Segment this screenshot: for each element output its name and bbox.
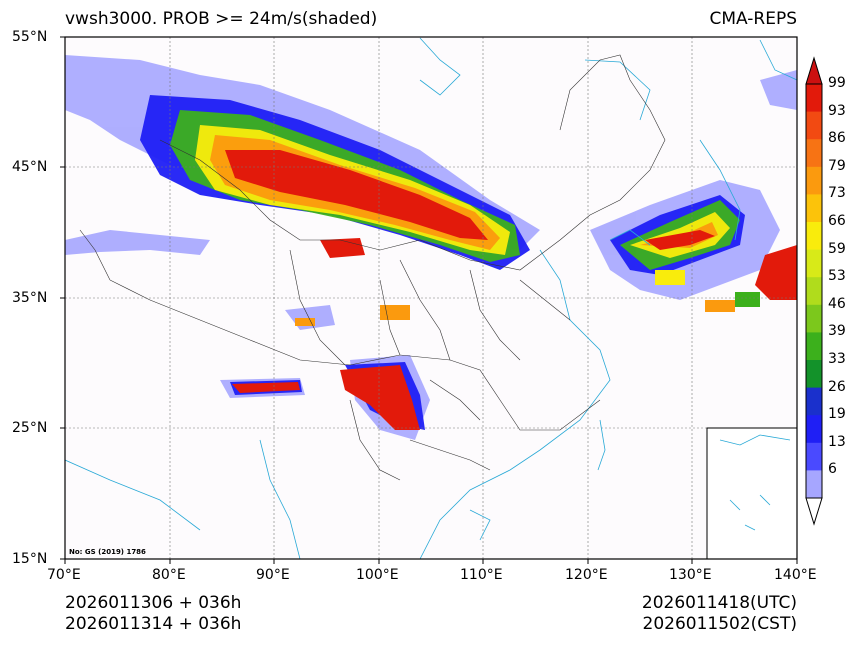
lon-label-90e: 90°E bbox=[256, 567, 290, 583]
colorbar-segment bbox=[806, 277, 822, 306]
lat-label-35n: 35°N bbox=[12, 290, 48, 306]
colorbar-segment bbox=[806, 84, 822, 113]
model-name: CMA-REPS bbox=[709, 9, 797, 29]
colorbar-segment bbox=[806, 415, 822, 444]
colorbar-label: 46 bbox=[828, 295, 846, 312]
probability-shading bbox=[65, 55, 797, 440]
colorbar-segment bbox=[806, 360, 822, 389]
colorbar-label: 79 bbox=[828, 157, 846, 174]
south-china-sea-inset bbox=[706, 427, 797, 559]
lon-label-80e: 80°E bbox=[152, 567, 186, 583]
colorbar-segment bbox=[806, 222, 822, 251]
colorbar-label: 26 bbox=[828, 378, 846, 395]
colorbar-label: 53 bbox=[828, 268, 846, 285]
colorbar-segment bbox=[806, 111, 822, 140]
colorbar-segment bbox=[806, 332, 822, 361]
colorbar-segment bbox=[806, 442, 822, 471]
colorbar-label: 93 bbox=[828, 102, 846, 119]
colorbar-segment bbox=[806, 387, 822, 416]
lon-label-110e: 110°E bbox=[460, 567, 503, 583]
borders bbox=[79, 54, 666, 481]
colorbar-label: 99 bbox=[828, 75, 846, 91]
lat-label-25n: 25°N bbox=[12, 420, 48, 436]
colorbar-label: 66 bbox=[828, 213, 846, 229]
colorbar-segment bbox=[806, 166, 822, 195]
lat-label-55n: 55°N bbox=[12, 29, 48, 45]
colorbar-label: 13 bbox=[828, 433, 846, 450]
colorbar-segment bbox=[806, 304, 822, 333]
axis-ticks bbox=[60, 36, 798, 564]
init-time-cst: 2026011314 + 036h bbox=[65, 614, 242, 634]
colorbar-label: 39 bbox=[828, 323, 846, 340]
colorbar-segment bbox=[806, 194, 822, 223]
lon-label-100e: 100°E bbox=[356, 567, 399, 583]
colorbar-label: 19 bbox=[828, 406, 846, 423]
lat-label-15n: 15°N bbox=[12, 551, 48, 567]
lat-label-45n: 45°N bbox=[12, 159, 48, 175]
colorbar-label: 33 bbox=[828, 351, 846, 367]
lon-label-130e: 130°E bbox=[669, 567, 712, 583]
valid-time-cst: 2026011502(CST) bbox=[642, 614, 797, 634]
colorbar-label: 86 bbox=[828, 130, 846, 147]
colorbar-bottom-arrow bbox=[805, 497, 823, 526]
colorbar-segment bbox=[806, 139, 822, 168]
colorbar-segment bbox=[806, 249, 822, 278]
lon-label-140e: 140°E bbox=[774, 567, 817, 583]
colorbar-label: 73 bbox=[828, 185, 846, 202]
map-approval-note: No: GS (2019) 1786 bbox=[69, 548, 146, 556]
colorbar-label: 6 bbox=[828, 461, 837, 478]
colorbar bbox=[805, 56, 823, 526]
plot-title: vwsh3000. PROB >= 24m/s(shaded) bbox=[65, 9, 378, 29]
graticule bbox=[65, 37, 797, 559]
init-time-utc: 2026011306 + 036h bbox=[65, 593, 242, 613]
colorbar-label: 59 bbox=[828, 240, 846, 257]
valid-time-utc: 2026011418(UTC) bbox=[641, 593, 797, 613]
colorbar-segment bbox=[806, 470, 822, 499]
coastlines bbox=[65, 37, 797, 559]
colorbar-top-arrow bbox=[805, 56, 823, 85]
lon-label-70e: 70°E bbox=[47, 567, 81, 583]
lon-label-120e: 120°E bbox=[565, 567, 608, 583]
